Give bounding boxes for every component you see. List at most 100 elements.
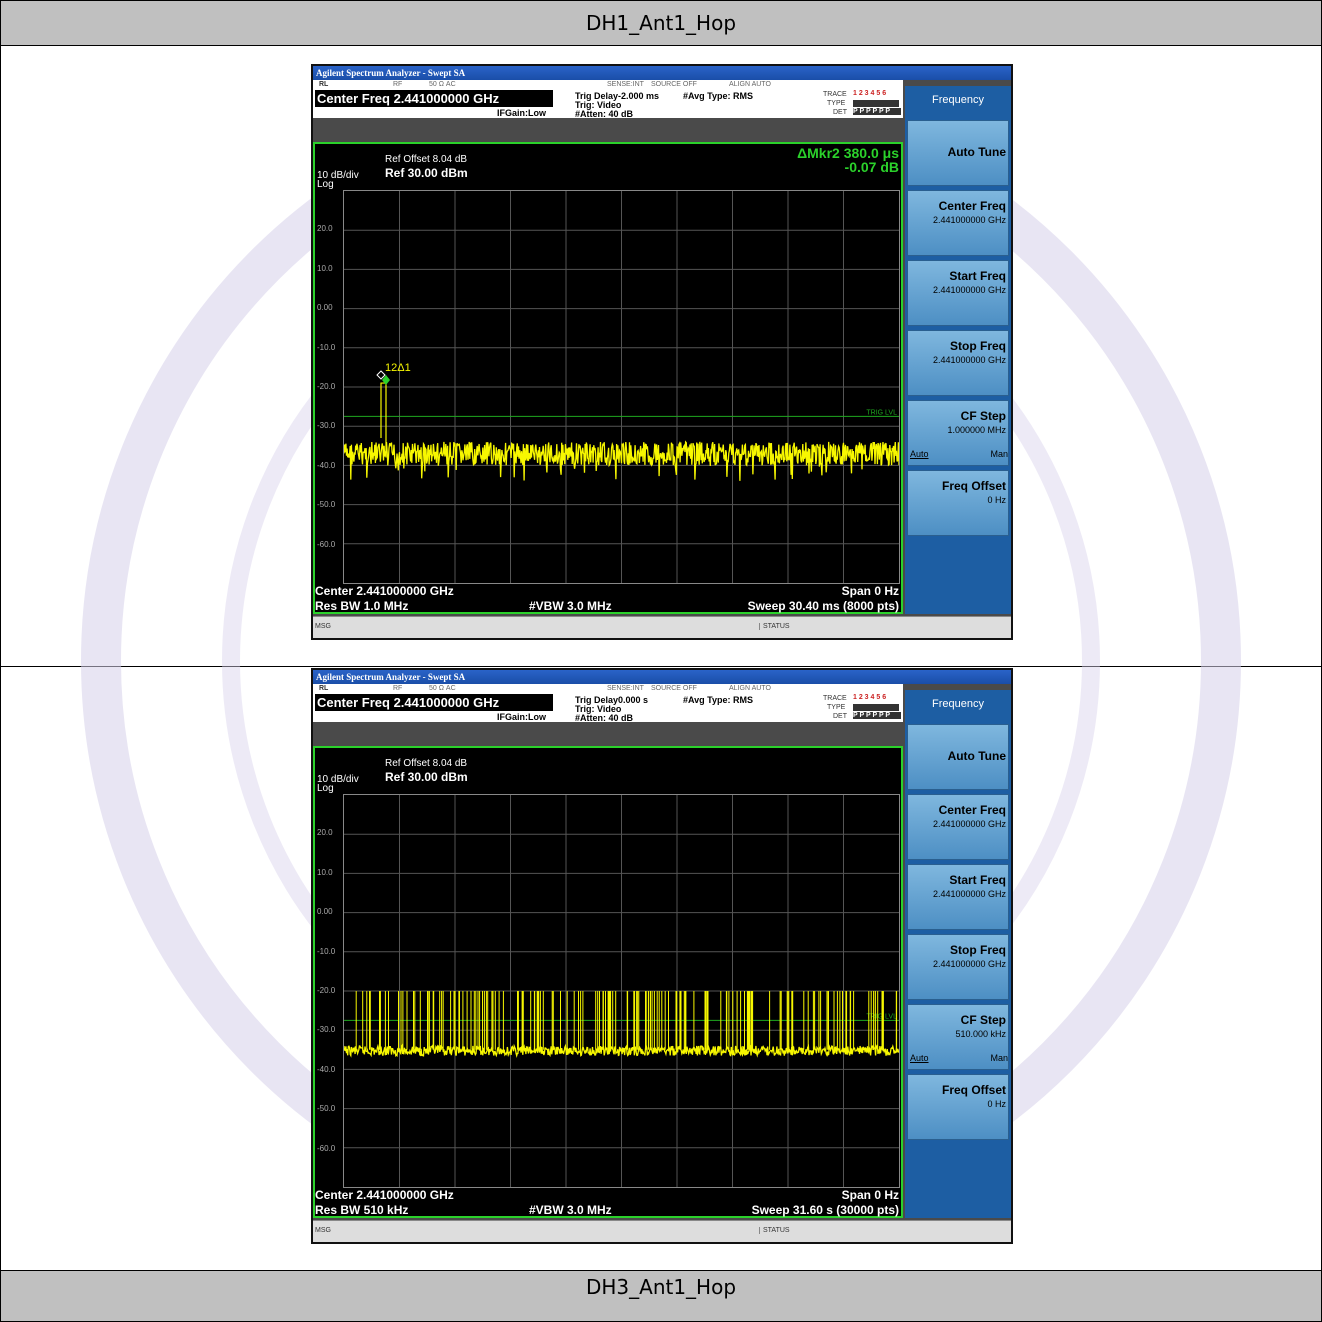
det-label: DET [833,713,847,720]
sweep-label: Sweep 31.60 s (30000 pts) [751,1203,899,1217]
softkey-stop-freq[interactable]: Stop Freq 2.441000000 GHz [907,934,1009,1000]
burst-pulse [380,382,387,458]
marker-2-diamond [382,375,390,385]
trace-numbers: 1 2 3 4 5 6 [853,90,887,97]
y-tick-label: -30.0 [317,421,336,431]
ref-offset: Ref Offset 8.04 dB [385,758,468,769]
spectrum-analyzer-window-1: Agilent Spectrum Analyzer - Swept SA RL … [311,64,1013,640]
softkey-auto-tune[interactable]: Auto Tune [907,120,1009,186]
softkey-center-freq[interactable]: Center Freq 2.441000000 GHz [907,190,1009,256]
ref-level: Ref 30.00 dBm [385,770,468,784]
softkey-cf-step[interactable]: CF Step 1.000000 MHz Auto Man [907,400,1009,466]
softkey-value: 2.441000000 GHz [932,959,1006,969]
softkey-auto-tune[interactable]: Auto Tune [907,724,1009,790]
y-tick-label: -40.0 [317,460,336,470]
softkey-label: Auto Tune [947,145,1006,159]
table-row-divider [0,666,1322,667]
softkey-label: Start Freq [949,873,1006,887]
rl-label: RL [319,81,329,88]
sense-label: SENSE:INT [607,81,644,88]
softkey-label: Center Freq [938,199,1006,213]
y-tick-label: 10.0 [317,867,333,877]
ref-offset: Ref Offset 8.04 dB [385,154,468,165]
marker-tag: 12Δ1 [385,362,411,374]
trace-numbers: 1 2 3 4 5 6 [853,694,887,701]
softkey-value: 2.441000000 GHz [932,889,1006,899]
vbw-label: #VBW 3.0 MHz [529,1203,612,1217]
marker-value: -0.07 dB [844,159,899,175]
rbw-label: Res BW 510 kHz [315,1203,409,1217]
center-freq-header: Center Freq 2.441000000 GHz [315,90,553,107]
source-label: SOURCE OFF [651,685,697,692]
table-header-bottom: DH3_Ant1_Hop [0,1270,1322,1322]
impedance-label: 50 Ω AC [429,81,456,88]
marker-1-diamond [376,370,386,380]
softkey-center-freq[interactable]: Center Freq 2.441000000 GHz [907,794,1009,860]
y-tick-label: -20.0 [317,382,336,391]
scale-log: Log [317,783,334,794]
type-waveform [853,100,899,107]
softkey-value: 0 Hz [987,495,1006,505]
impedance-label: 50 Ω AC [429,685,456,692]
rl-label: RL [319,685,329,692]
y-tick-label: 0.00 [317,907,333,917]
softkey-label: Stop Freq [950,943,1006,957]
y-tick-label: -10.0 [317,342,336,352]
softkey-mode: Auto Man [910,1053,1008,1063]
softkey-label: Center Freq [938,803,1006,817]
y-tick-label: -50.0 [317,1104,336,1114]
hop-bursts [355,991,898,1050]
sweep-label: Sweep 30.40 ms (8000 pts) [747,599,899,613]
det-label: DET [833,109,847,116]
trace-indicator: TRACE 1 2 3 4 5 6 TYPE DET P P P P P P [797,684,903,722]
center-freq-header: Center Freq 2.441000000 GHz [315,694,553,711]
y-tick-label: -20.0 [317,986,336,995]
y-tick-label: -60.0 [317,1143,336,1153]
softkey-value: 2.441000000 GHz [932,285,1006,295]
y-tick-label: 10.0 [317,263,333,273]
softkey-label: CF Step [960,409,1006,423]
softkey-value: 2.441000000 GHz [932,215,1006,225]
softkey-freq-offset[interactable]: Freq Offset 0 Hz [907,1074,1009,1140]
trace-label: TRACE [823,695,847,702]
message-bar: MSG STATUS [313,616,1011,638]
trace-label: TRACE [823,91,847,98]
y-tick-label: -30.0 [317,1025,336,1035]
msg-label: MSG [315,1227,331,1234]
softkey-freq-offset[interactable]: Freq Offset 0 Hz [907,470,1009,536]
softkey-label: Freq Offset [941,479,1006,493]
trace-line [344,440,899,481]
y-tick-label: -10.0 [317,946,336,956]
softkey-start-freq[interactable]: Start Freq 2.441000000 GHz [907,864,1009,930]
softkey-label: Auto Tune [947,749,1006,763]
trig-delay-label: Trig Delay0.000 s [575,695,649,705]
softkey-label: Start Freq [949,269,1006,283]
y-tick-label: 20.0 [317,828,333,838]
trace-indicator: TRACE 1 2 3 4 5 6 TYPE DET P P P P P P [797,80,903,118]
ref-level: Ref 30.00 dBm [385,166,468,180]
avg-type-label: #Avg Type: RMS [683,695,754,705]
type-label: TYPE [827,100,846,107]
softkey-mode-auto: Auto [910,449,929,459]
source-label: SOURCE OFF [651,81,697,88]
y-tick-label: 0.00 [317,303,333,313]
softkey-value: 1.000000 MHz [947,425,1006,435]
window-title: Agilent Spectrum Analyzer - Swept SA [313,670,1011,684]
trace-svg: TRIG LVL [344,795,899,1187]
softkey-cf-step[interactable]: CF Step 510.000 kHz Auto Man [907,1004,1009,1070]
softkey-mode-auto: Auto [910,1053,929,1063]
span-label: Span 0 Hz [841,1188,899,1202]
trace-plot: TRIG LVL [343,794,900,1188]
scale-div: 10 dB/div [317,170,359,181]
softkey-stop-freq[interactable]: Stop Freq 2.441000000 GHz [907,330,1009,396]
type-label: TYPE [827,704,846,711]
scale-log: Log [317,179,334,190]
softkey-start-freq[interactable]: Start Freq 2.441000000 GHz [907,260,1009,326]
table-row-spacer [0,45,1322,62]
graticule-screen: Ref Offset 8.04 dB Ref 30.00 dBm 10 dB/d… [313,142,903,614]
msg-label: MSG [315,623,331,630]
rf-label: RF [393,81,403,88]
trigger-level-label: TRIG LVL [866,409,897,416]
status-label: STATUS [759,1227,790,1234]
marker-delta: ΔMkr2 380.0 μs [797,145,899,161]
